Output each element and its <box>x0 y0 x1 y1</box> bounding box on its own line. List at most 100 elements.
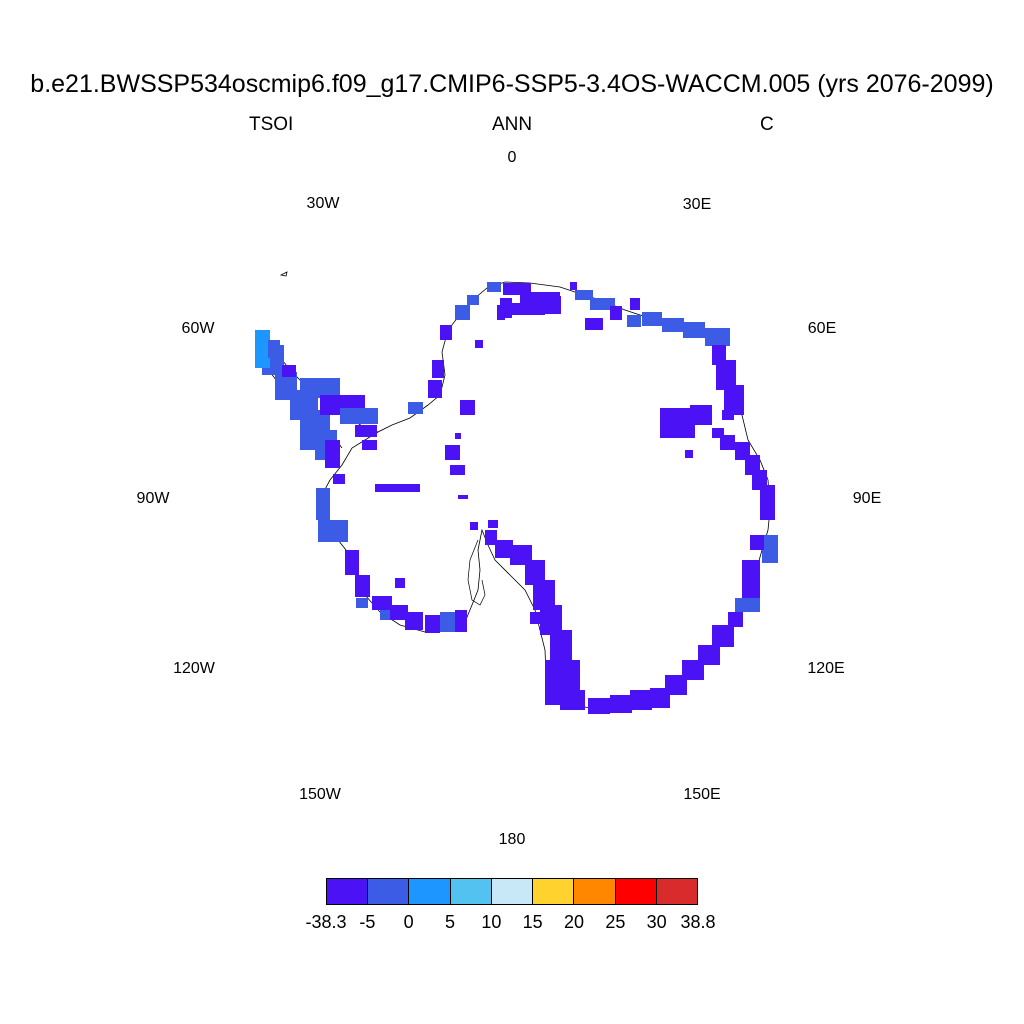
data-cell <box>425 615 440 633</box>
colorbar-label: 30 <box>646 912 667 932</box>
colorbar-label: 20 <box>563 912 585 932</box>
lon-label-120e: 120E <box>807 660 845 677</box>
data-cell <box>585 318 603 330</box>
data-cell <box>750 535 764 550</box>
colorbar-swatch <box>656 879 697 904</box>
colorbar-swatch <box>491 879 534 904</box>
data-cell <box>455 305 470 320</box>
data-cell <box>722 410 734 420</box>
data-cell <box>610 695 632 713</box>
lon-label-30e: 30E <box>682 196 712 213</box>
data-cell <box>660 408 695 438</box>
lon-label-90e: 90E <box>852 490 882 507</box>
data-cell <box>356 598 368 608</box>
data-cell <box>662 318 684 332</box>
data-cell <box>712 625 734 647</box>
colorbar-swatch <box>327 879 369 904</box>
data-cell <box>487 282 501 292</box>
lon-label-60w: 60W <box>181 320 215 337</box>
data-cell <box>533 580 555 610</box>
data-cell <box>724 385 744 415</box>
data-cell <box>355 575 370 597</box>
data-cell <box>345 550 359 575</box>
colorbar-swatch <box>615 879 657 904</box>
units-label: C <box>760 114 774 135</box>
colorbar-swatch <box>574 879 616 904</box>
data-cell <box>455 433 461 439</box>
tsoi-data-cells <box>255 282 778 714</box>
lon-label-90w: 90W <box>136 490 170 507</box>
lon-label-30w: 30W <box>306 195 340 212</box>
data-cell <box>545 660 580 705</box>
data-cell <box>716 360 736 390</box>
data-cell <box>395 578 405 588</box>
data-cell <box>282 365 296 377</box>
colorbar-swatch <box>409 879 451 904</box>
data-cell <box>712 428 724 438</box>
data-cell <box>630 690 652 710</box>
lon-label-150w: 150W <box>299 786 341 803</box>
map-title: b.e21.BWSSP534oscmip6.f09_g17.CMIP6-SSP5… <box>30 70 994 98</box>
data-cell <box>333 474 345 484</box>
data-cell <box>570 282 577 290</box>
data-cell <box>530 612 542 624</box>
data-cell <box>380 610 390 620</box>
data-cell <box>575 290 593 300</box>
colorbar-swatch <box>368 879 410 904</box>
data-cell <box>440 325 452 340</box>
data-cell <box>470 522 478 530</box>
data-cell <box>362 440 377 450</box>
data-cell <box>683 322 705 338</box>
data-cell <box>545 296 561 314</box>
colorbar-label: 0 <box>403 912 414 932</box>
colorbar-label: -5 <box>359 912 376 932</box>
colorbar-swatch <box>533 879 575 904</box>
data-cell <box>445 445 460 460</box>
colorbar-label: 15 <box>522 912 543 932</box>
data-cell <box>325 440 340 468</box>
data-cell <box>742 560 760 600</box>
data-cell <box>467 295 479 305</box>
data-cell <box>705 328 730 346</box>
data-cell <box>720 435 735 450</box>
data-cell <box>340 408 378 424</box>
lon-label-150e: 150E <box>683 786 721 803</box>
data-cell <box>497 305 505 320</box>
data-cell <box>610 306 622 320</box>
data-cell <box>685 450 693 458</box>
data-cell <box>650 688 670 708</box>
data-cell <box>488 520 498 528</box>
colorbar-swatch <box>450 879 492 904</box>
colorbar-label: 38.8 <box>680 912 716 932</box>
data-cell <box>475 340 483 348</box>
data-cell <box>588 698 610 714</box>
data-cell <box>485 530 497 545</box>
variable-label: TSOI <box>249 114 294 135</box>
data-cell <box>735 598 760 612</box>
data-cell <box>455 610 467 632</box>
data-cell <box>627 315 641 327</box>
data-cell <box>268 340 280 358</box>
data-cell <box>450 465 465 475</box>
colorbar-label: -38.3 <box>305 912 347 932</box>
colorbar-label: 10 <box>481 912 502 932</box>
colorbar-label: 5 <box>444 912 456 932</box>
data-cell <box>460 400 475 415</box>
data-cell <box>275 372 297 400</box>
data-cell <box>432 360 444 378</box>
data-cell <box>510 303 545 315</box>
data-cell <box>408 402 423 414</box>
ice-shelf-line <box>467 539 486 606</box>
data-cell <box>665 675 687 695</box>
data-cell <box>355 425 377 437</box>
data-cell <box>428 380 442 398</box>
data-cell <box>300 378 340 398</box>
data-cell <box>495 540 513 558</box>
data-cell <box>590 298 615 310</box>
data-cell <box>760 485 775 520</box>
data-cell <box>255 330 270 368</box>
lon-label-0: 0 <box>507 149 517 166</box>
data-cell <box>762 535 778 563</box>
data-cell <box>540 605 562 635</box>
